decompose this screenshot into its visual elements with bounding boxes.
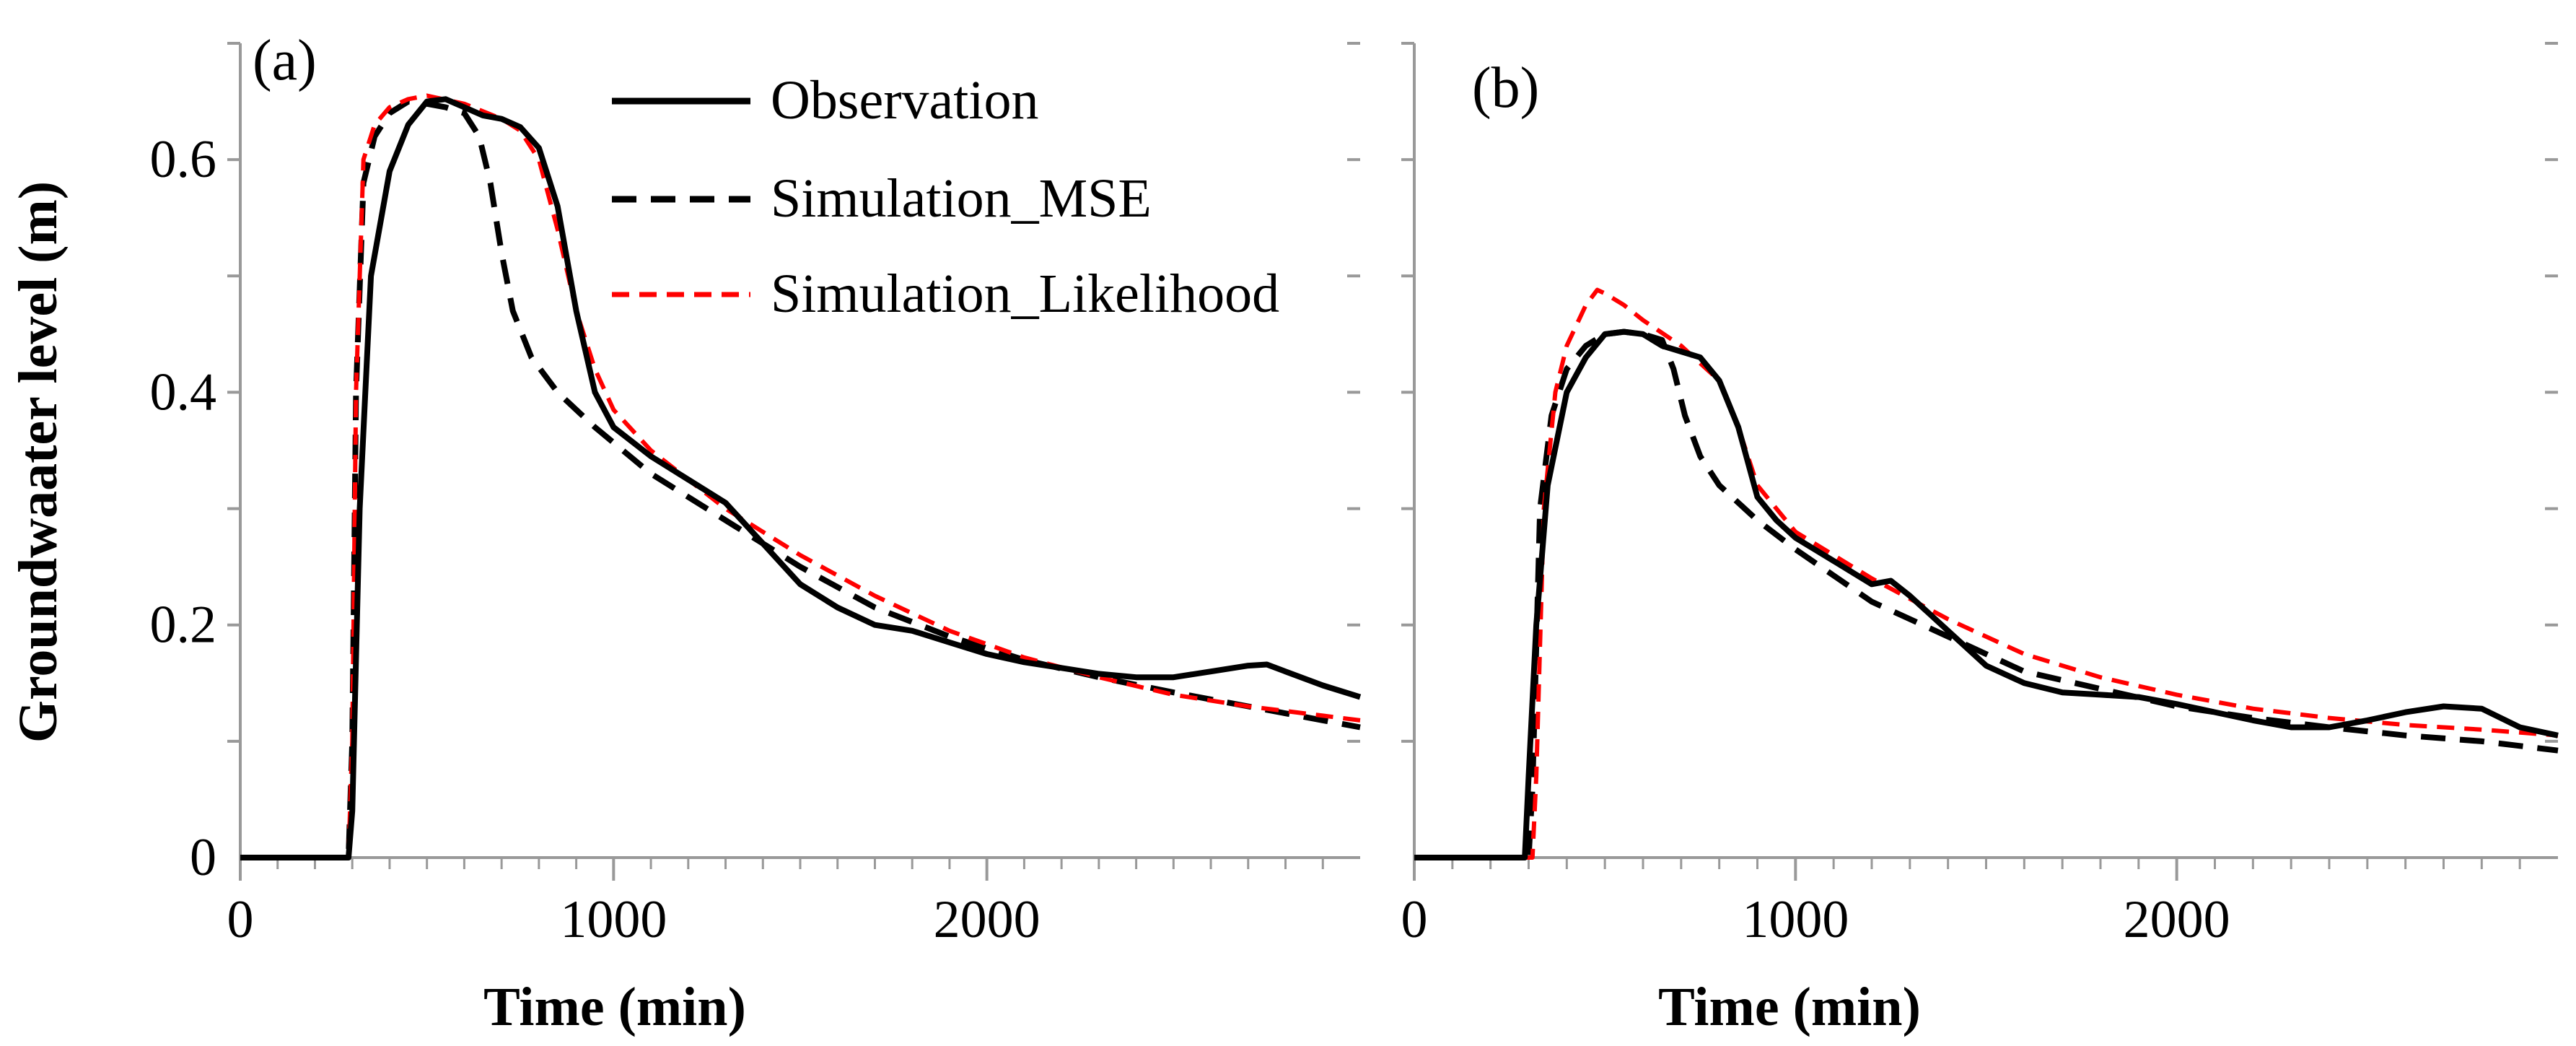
legend-simulation-likelihood-label: Simulation_Likelihood bbox=[771, 263, 1279, 324]
panel-b-x-tick-label: 1000 bbox=[1742, 890, 1849, 949]
panel-a-label: (a) bbox=[253, 29, 317, 92]
panel-a-x-tick-label: 1000 bbox=[560, 890, 667, 949]
panel-a-x-tick-label: 2000 bbox=[934, 890, 1041, 949]
panel-a-y-tick-label: 0 bbox=[190, 828, 216, 887]
legend-simulation-mse-label: Simulation_MSE bbox=[771, 168, 1152, 229]
panel-b-series-observation bbox=[1414, 328, 2559, 860]
panel-a-series-observation bbox=[240, 96, 1362, 860]
panel-b-marks: 0 1000 2000 bbox=[1401, 42, 2559, 949]
panel-a-x-tick-label: 0 bbox=[227, 890, 254, 949]
panel-a-y-tick-label: 0.6 bbox=[150, 130, 217, 189]
panel-b-x-tick-label: 0 bbox=[1401, 890, 1428, 949]
panel-b: 0 1000 2000 (b) Time (min) bbox=[1401, 42, 2559, 1037]
panel-a-x-axis-title: Time (min) bbox=[483, 977, 746, 1037]
panel-a-marks: 0 1000 2000 0 0.2 0.4 0.6 bbox=[150, 42, 1362, 949]
panel-a: 0 1000 2000 0 0.2 0.4 0.6 (a) Time (min) Obser… bbox=[150, 29, 1362, 1037]
panel-a-y-tick-label: 0.4 bbox=[150, 362, 217, 422]
legend-observation-label: Observation bbox=[771, 70, 1038, 131]
panel-b-series-simulation-likelihood bbox=[1414, 287, 2559, 860]
panel-b-x-axis-title: Time (min) bbox=[1658, 977, 1921, 1037]
panel-a-y-tick-label: 0.2 bbox=[150, 596, 217, 655]
panel-b-x-tick-label: 2000 bbox=[2124, 890, 2230, 949]
y-axis-title: Groundwaater level (m) bbox=[8, 181, 69, 743]
panel-b-label: (b) bbox=[1472, 56, 1539, 120]
legend: Observation Simulation_MSE Simulation_Li… bbox=[612, 70, 1279, 324]
